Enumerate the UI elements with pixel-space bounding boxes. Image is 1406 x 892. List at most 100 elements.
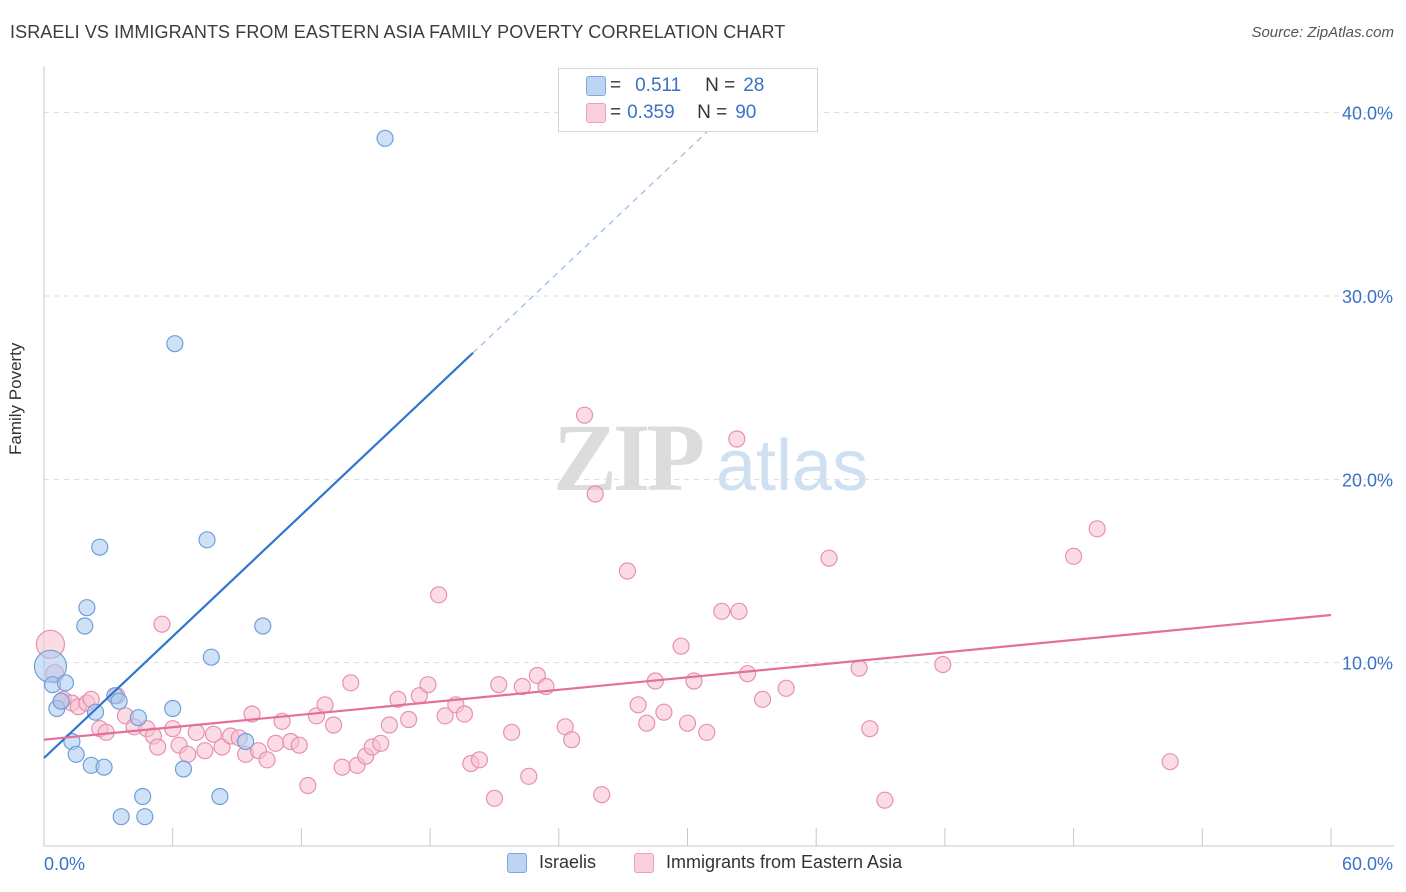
data-point <box>78 599 96 617</box>
x-tick-label: 0.0% <box>44 854 85 874</box>
data-point <box>258 751 276 769</box>
data-point <box>91 538 109 556</box>
grid-lines <box>44 112 1394 664</box>
y-tick-label: 20.0% <box>1342 470 1393 490</box>
data-point <box>713 602 731 620</box>
data-point <box>672 637 690 655</box>
x-tick-labels: 0.0% 60.0% <box>44 854 1393 874</box>
data-point <box>400 710 418 729</box>
data-point <box>934 655 952 674</box>
data-point <box>204 725 223 743</box>
data-point <box>67 745 85 763</box>
data-point <box>1064 547 1083 565</box>
data-point <box>777 679 795 697</box>
legend-label-eastasia: Immigrants from Eastern Asia <box>666 852 903 872</box>
y-tick-label: 30.0% <box>1342 287 1393 307</box>
data-point <box>380 716 398 734</box>
data-point <box>876 791 894 809</box>
israelis-legend-swatch <box>507 852 527 873</box>
data-point <box>820 549 838 567</box>
data-point <box>455 705 474 723</box>
chart-title: ISRAELI VS IMMIGRANTS FROM EASTERN ASIA … <box>10 22 786 42</box>
axes <box>43 66 1394 847</box>
data-point <box>86 703 105 721</box>
data-point <box>753 690 772 708</box>
source-label: Source: ZipAtlas.com <box>1251 24 1394 41</box>
data-point <box>153 615 171 633</box>
data-point <box>129 709 147 727</box>
data-point <box>586 485 604 503</box>
legend-item-eastasia: Immigrants from Eastern Asia <box>634 852 902 873</box>
data-point <box>850 659 868 677</box>
legend-label-israelis: Israelis <box>539 852 597 872</box>
data-point <box>136 808 154 826</box>
data-point <box>430 586 448 604</box>
n-label: N = <box>697 102 728 123</box>
data-point <box>243 705 261 723</box>
israelis-swatch <box>586 76 606 96</box>
data-point <box>730 602 748 620</box>
data-point <box>1161 753 1179 771</box>
data-point <box>95 758 113 776</box>
data-point <box>638 714 656 732</box>
data-point <box>575 406 594 424</box>
data-point <box>389 690 407 708</box>
data-point <box>149 738 167 756</box>
data-point <box>563 731 581 749</box>
data-point <box>629 696 647 714</box>
r-value: 0.511 <box>635 75 682 96</box>
data-point <box>290 736 308 754</box>
data-point <box>470 751 489 769</box>
data-point <box>112 808 130 826</box>
data-point <box>618 562 637 580</box>
data-point <box>593 786 611 804</box>
data-point <box>503 723 521 741</box>
y-tick-labels: 10.0% 20.0% 30.0% 40.0% <box>1342 104 1393 674</box>
data-point <box>187 723 205 741</box>
n-value: 90 <box>735 102 757 123</box>
data-point <box>254 617 272 635</box>
data-point <box>324 716 343 734</box>
y-axis-label: Family Poverty <box>6 342 25 455</box>
data-point <box>678 714 697 732</box>
data-point <box>436 707 454 725</box>
data-point <box>513 677 531 696</box>
data-point <box>52 692 70 710</box>
data-point <box>299 776 317 795</box>
eastasia-swatch <box>586 103 606 123</box>
legend-row-eastasia: R = 0.359 N = 90 <box>586 101 757 125</box>
data-point <box>202 648 220 666</box>
n-label: N = <box>705 75 736 96</box>
y-tick-label: 10.0% <box>1342 654 1393 674</box>
data-point <box>419 676 437 694</box>
legend-item-israelis: Israelis <box>507 852 596 873</box>
data-point <box>196 742 214 760</box>
series-legend: Israelis Immigrants from Eastern Asia <box>0 852 1406 878</box>
data-point <box>1088 520 1106 538</box>
correlation-legend: R = 0.511 N = 28 R = 0.359 N = 90 <box>558 68 818 132</box>
data-point <box>485 789 504 807</box>
data-point <box>174 760 193 778</box>
r-value: 0.359 <box>627 102 675 123</box>
legend-row-israelis: R = 0.511 N = 28 <box>586 74 764 98</box>
watermark: ZIP atlas <box>553 404 868 511</box>
watermark-zip: ZIP <box>553 404 702 511</box>
x-tick-label: 60.0% <box>1342 854 1393 874</box>
data-point <box>316 696 334 714</box>
israelis-trend-line <box>43 352 474 759</box>
data-point <box>655 703 673 721</box>
data-point <box>134 787 152 806</box>
data-point <box>372 734 390 752</box>
israelis-trend-extension <box>472 99 742 354</box>
data-point <box>267 734 285 752</box>
data-point <box>490 676 508 694</box>
data-point <box>166 335 184 353</box>
data-point <box>698 723 716 741</box>
data-point <box>861 720 879 738</box>
eastasia-legend-swatch <box>634 852 654 873</box>
data-point <box>110 692 128 710</box>
data-point <box>237 732 255 751</box>
eastasia-trend-line <box>43 613 1332 741</box>
y-tick-label: 40.0% <box>1342 104 1393 124</box>
